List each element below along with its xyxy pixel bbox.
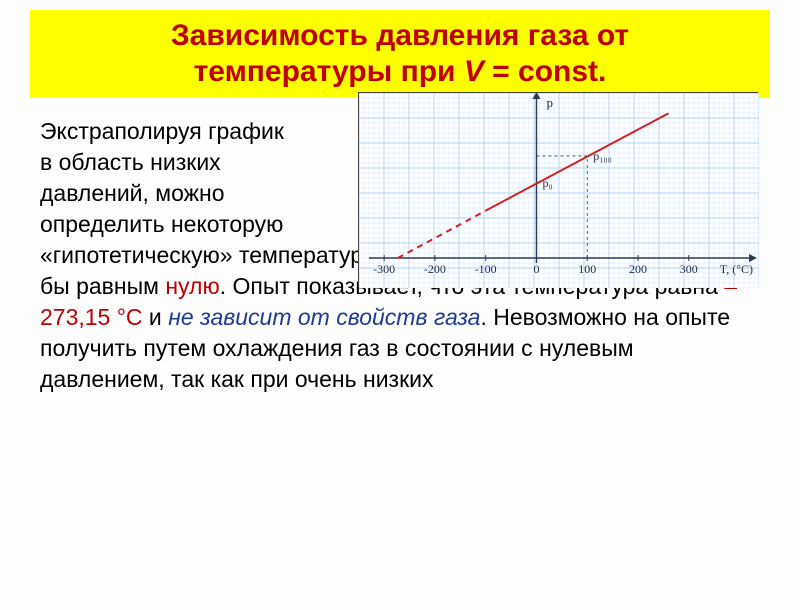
svg-text:p₀: p₀ [542, 176, 552, 190]
para-line3: давлений, можно [40, 178, 310, 209]
content-area: -300 -200 -100 0 100 200 300 T, (°C) p p₀ p₁₀₀ Экс… [0, 98, 800, 395]
svg-text:-200: -200 [424, 262, 446, 276]
slide-title: Зависимость давления газа от температуры… [40, 18, 760, 90]
title-line1: Зависимость давления газа от [171, 19, 629, 52]
svg-text:200: 200 [629, 262, 647, 276]
title-line2a: температуры при [194, 55, 464, 88]
para-line1: Экстраполируя график [40, 116, 310, 147]
chart-container: -300 -200 -100 0 100 200 300 T, (°C) p p₀ p₁₀₀ [358, 92, 758, 287]
svg-text:-100: -100 [475, 262, 497, 276]
t-e: и [143, 304, 169, 330]
svg-text:-300: -300 [373, 262, 395, 276]
para-line4: определить некоторую [40, 209, 310, 240]
svg-text:p₁₀₀: p₁₀₀ [593, 149, 612, 163]
svg-text:300: 300 [680, 262, 698, 276]
t-f: не зависит от свойств газа [168, 304, 480, 330]
svg-text:0: 0 [533, 262, 539, 276]
pressure-temperature-chart: -300 -200 -100 0 100 200 300 T, (°C) p p₀ p₁₀₀ [359, 93, 759, 288]
svg-text:T, (°C): T, (°C) [720, 262, 753, 276]
title-v: V [464, 55, 484, 88]
para-line2: в область низких [40, 147, 310, 178]
t-b: нулю [165, 273, 219, 299]
svg-text:100: 100 [578, 262, 596, 276]
svg-text:p: p [546, 95, 553, 110]
title-line2b: = const. [484, 55, 607, 88]
title-bar: Зависимость давления газа от температуры… [30, 10, 770, 98]
